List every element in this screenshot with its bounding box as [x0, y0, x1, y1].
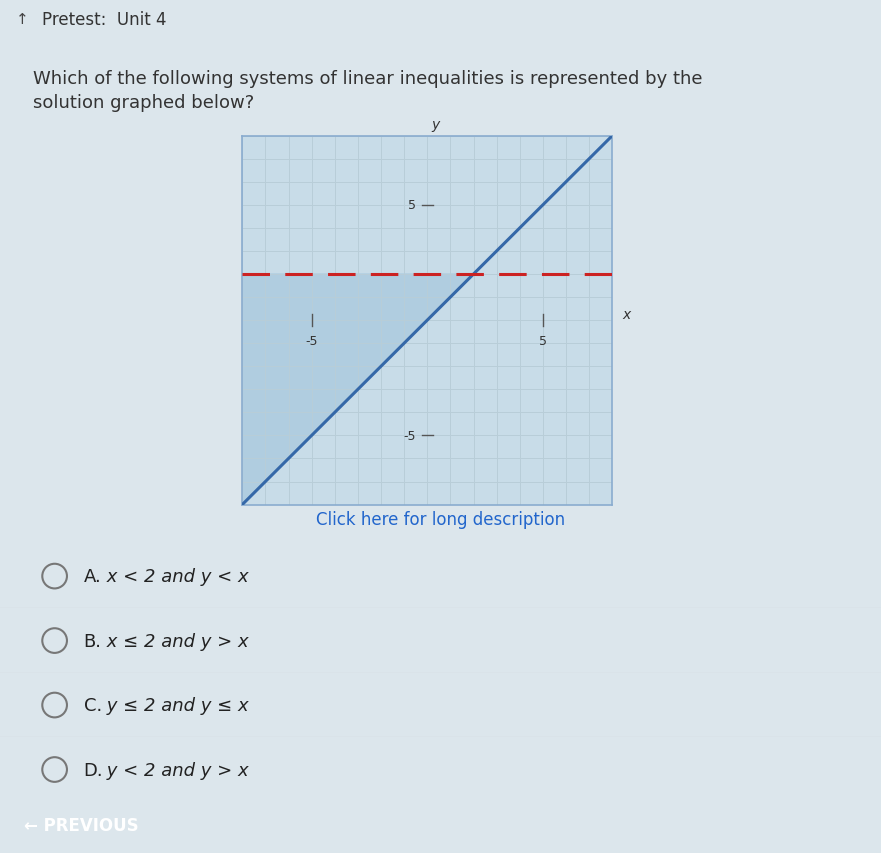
Text: C.: C.	[84, 696, 102, 714]
Text: D.: D.	[84, 761, 103, 779]
Text: -5: -5	[306, 334, 318, 347]
Text: ← PREVIOUS: ← PREVIOUS	[24, 816, 139, 834]
Text: Pretest:  Unit 4: Pretest: Unit 4	[42, 11, 167, 29]
Text: y ≤ 2 and y ≤ x: y ≤ 2 and y ≤ x	[101, 696, 249, 714]
Text: x: x	[622, 308, 630, 322]
Text: x < 2 and y < x: x < 2 and y < x	[101, 567, 249, 585]
Text: 5: 5	[408, 199, 416, 212]
Text: 5: 5	[539, 334, 547, 347]
Text: y: y	[432, 118, 440, 132]
Text: Which of the following systems of linear inequalities is represented by the
solu: Which of the following systems of linear…	[33, 70, 703, 112]
Text: A.: A.	[84, 567, 101, 585]
Polygon shape	[242, 275, 474, 505]
Text: -5: -5	[403, 429, 416, 443]
Text: Click here for long description: Click here for long description	[316, 510, 565, 528]
Text: x ≤ 2 and y > x: x ≤ 2 and y > x	[101, 632, 249, 650]
Text: B.: B.	[84, 632, 101, 650]
Text: ↑: ↑	[16, 12, 28, 27]
Text: y < 2 and y > x: y < 2 and y > x	[101, 761, 249, 779]
